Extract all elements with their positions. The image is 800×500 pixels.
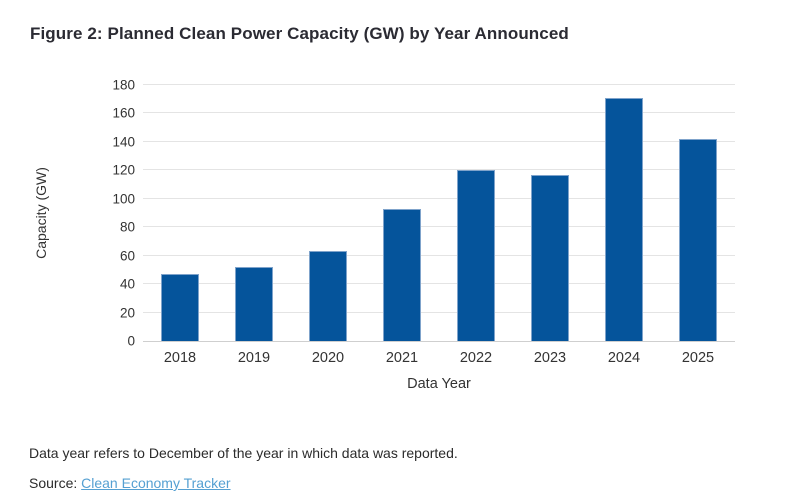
footnote: Data year refers to December of the year… — [29, 445, 458, 461]
bar-2025 — [679, 139, 717, 341]
gridline — [143, 226, 735, 228]
y-tick-label: 100 — [112, 191, 135, 207]
gridline — [143, 283, 735, 285]
x-tick-label: 2023 — [533, 350, 567, 366]
y-tick-label: 140 — [112, 134, 135, 150]
source-label: Source: — [29, 475, 82, 491]
x-tick-label: 2020 — [311, 350, 345, 366]
x-tick-label: 2024 — [607, 350, 641, 366]
gridline — [143, 169, 735, 171]
y-tick-label: 180 — [112, 77, 135, 93]
bar-2018 — [161, 274, 199, 341]
gridline — [143, 311, 735, 313]
figure-title: Figure 2: Planned Clean Power Capacity (… — [30, 24, 569, 43]
gridline — [143, 140, 735, 142]
gridline — [143, 112, 735, 114]
source-link[interactable]: Clean Economy Tracker — [81, 475, 231, 491]
y-tick-label: 60 — [119, 248, 135, 264]
gridline — [143, 84, 735, 85]
gridline — [143, 197, 735, 199]
x-axis-title: Data Year — [407, 376, 471, 392]
y-tick-label: 0 — [127, 333, 135, 349]
x-tick-label: 2025 — [681, 350, 715, 366]
x-tick-labels: 2018 2019 2020 2021 2022 2023 2024 2025 — [143, 350, 735, 366]
y-tick-label: 20 — [119, 305, 135, 321]
bar-2020 — [309, 251, 347, 341]
y-tick-label: 80 — [119, 219, 135, 235]
x-tick-label: 2022 — [459, 350, 493, 366]
bar-2019 — [235, 267, 273, 341]
y-axis-title: Capacity (GW) — [33, 167, 50, 259]
plot-area — [143, 84, 735, 342]
bar-2024 — [605, 98, 643, 341]
x-axis-line — [143, 341, 735, 342]
x-tick-label: 2019 — [237, 350, 271, 366]
bar-2023 — [531, 175, 569, 341]
gridline — [143, 254, 735, 256]
y-tick-labels: 0 20 40 60 80 100 120 140 160 180 — [55, 78, 135, 349]
x-tick-label: 2021 — [385, 350, 419, 366]
bar-2021 — [383, 209, 421, 341]
x-tick-label: 2018 — [163, 350, 197, 366]
bar-2022 — [457, 170, 495, 341]
y-tick-label: 40 — [119, 276, 135, 292]
y-tick-label: 160 — [112, 105, 135, 121]
source-line: Source: Clean Economy Tracker — [29, 475, 231, 491]
y-tick-label: 120 — [112, 162, 135, 178]
